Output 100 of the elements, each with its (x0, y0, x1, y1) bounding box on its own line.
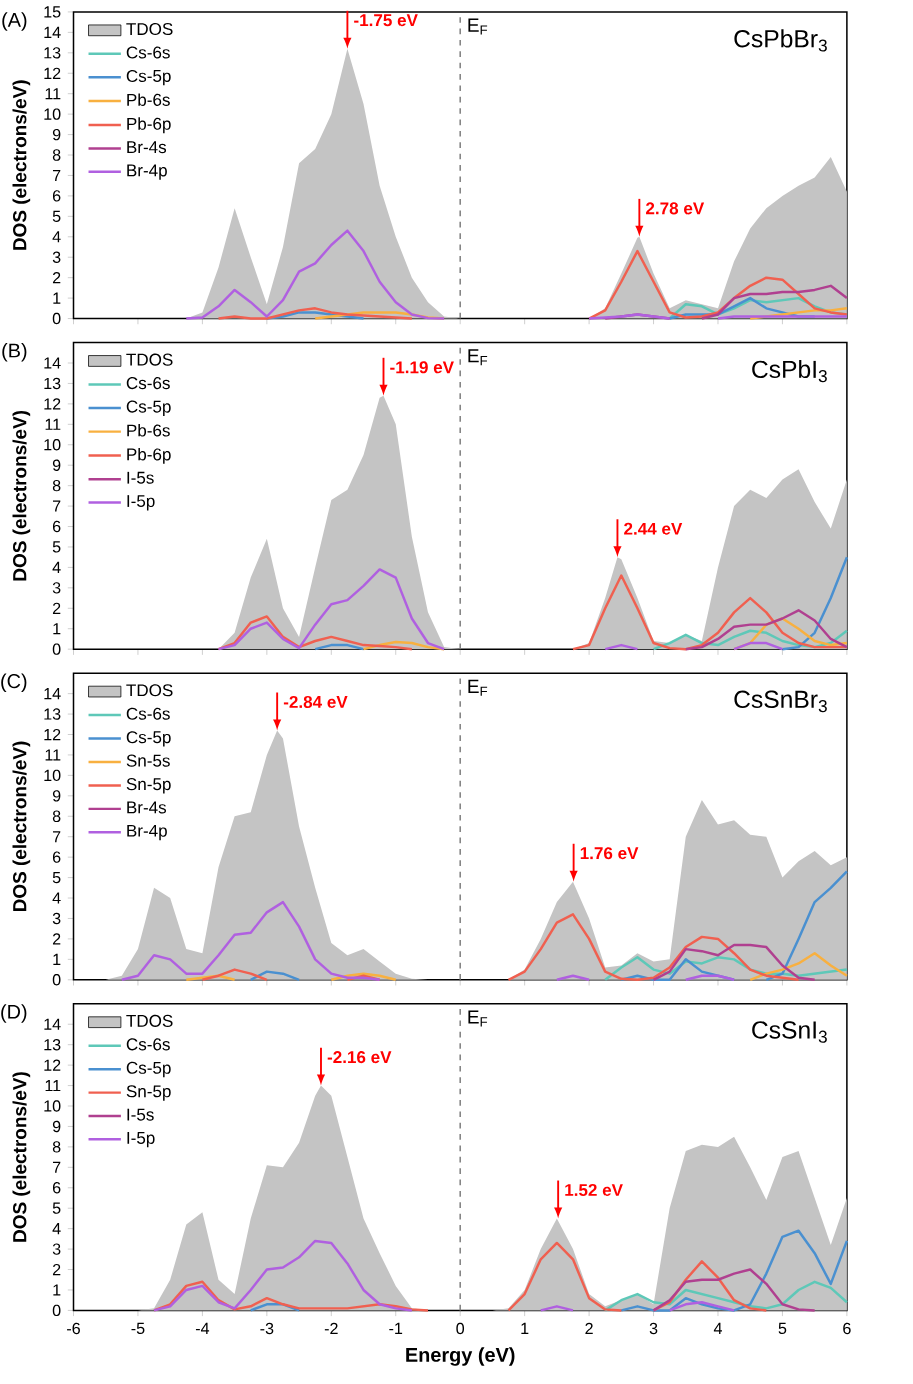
y-tick-label: 7 (53, 1161, 61, 1173)
x-tick-label: 4 (713, 1322, 723, 1334)
annotation: -2.84 eV (283, 695, 348, 709)
y-tick-label: 6 (53, 1182, 61, 1194)
y-tick-label: 8 (52, 810, 61, 822)
legend-label: Cs-5p (126, 1061, 171, 1078)
y-tick-label: 12 (44, 728, 61, 741)
y-tick-label: 9 (52, 459, 61, 471)
y-tick-label: 1 (53, 623, 61, 635)
legend-label: Pb-6p (127, 117, 171, 134)
y-tick-label: 5 (52, 871, 61, 884)
legend-label: TDOS (126, 1014, 173, 1027)
x-tick-label: 1 (521, 1322, 529, 1334)
y-tick-label: 6 (53, 851, 61, 863)
y-tick-label: 13 (44, 1039, 61, 1051)
y-tick-label: 13 (44, 47, 61, 59)
ref-line-label: E$_{F}$ (468, 18, 488, 35)
y-tick-label: 6 (53, 520, 61, 533)
text: CsSnBr$_{3}$ (734, 690, 827, 713)
y-tick-label: 10 (44, 439, 61, 451)
ref-line-label: E$_{F}$ (468, 1010, 488, 1027)
annotation: 1.52 eV (565, 1183, 623, 1197)
y-tick-label: 5 (52, 1202, 61, 1214)
x-tick-label: 0 (456, 1322, 465, 1335)
y-tick-label: 12 (44, 1059, 61, 1071)
x-tick-label: -1 (389, 1322, 403, 1334)
legend-label: Cs-6s (126, 1038, 170, 1051)
text: (A) (2, 12, 27, 31)
x-tick-label: -6 (67, 1322, 80, 1335)
y-tick-label: 13 (44, 708, 61, 720)
y-tick-label: 10 (44, 769, 61, 782)
annotation: -2.16 eV (327, 1051, 392, 1064)
y-tick-label: 2 (52, 602, 61, 614)
y-tick-label: 3 (52, 251, 61, 263)
y-tick-label: 4 (52, 561, 61, 573)
y-axis-title: DOS (electrons/eV) (12, 80, 31, 250)
y-axis-title: DOS (electrons/eV) (12, 1072, 31, 1242)
annotation: 2.44 eV (624, 522, 683, 535)
legend-label: Cs-6s (126, 707, 170, 720)
y-tick-label: 0 (52, 312, 61, 325)
y-tick-label: 5 (52, 210, 61, 222)
y-tick-label: 13 (44, 377, 61, 390)
y-tick-label: 0 (52, 1304, 61, 1317)
x-tick-label: 3 (649, 1322, 658, 1335)
y-tick-label: 2 (52, 272, 61, 284)
y-tick-label: 12 (44, 398, 61, 410)
legend-label: Cs-5p (126, 731, 171, 747)
y-tick-label: 1 (53, 292, 61, 304)
y-tick-label: 4 (52, 1223, 61, 1235)
legend-label: Cs-5p (126, 69, 171, 86)
y-tick-label: 5 (52, 541, 61, 553)
y-tick-label: 14 (44, 26, 61, 38)
x-tick-label: 2 (585, 1322, 593, 1335)
ref-line-label: E$_{F}$ (468, 679, 488, 696)
y-tick-label: 3 (52, 582, 61, 594)
text: (D) (1, 1004, 27, 1023)
y-tick-label: 1 (53, 1284, 61, 1296)
y-tick-label: 7 (53, 831, 61, 843)
x-tick-label: 6 (843, 1322, 851, 1335)
legend-label: Cs-6s (126, 377, 170, 390)
legend-label: Cs-6s (126, 46, 170, 59)
legend-label: TDOS (126, 22, 173, 36)
y-axis-title: DOS (electrons/eV) (12, 741, 31, 912)
y-tick-label: 10 (44, 108, 61, 120)
y-tick-label: 1 (53, 953, 61, 965)
text: CsSnI$_{3}$ (752, 1021, 827, 1043)
y-tick-label: 11 (45, 418, 61, 430)
y-tick-label: 0 (52, 643, 61, 655)
legend-label: Pb-6p (127, 447, 171, 464)
y-tick-label: 3 (52, 1243, 61, 1255)
y-tick-label: 14 (44, 688, 61, 700)
legend-label: I-5s (127, 1108, 154, 1121)
text: CsPbI$_{3}$ (752, 359, 827, 383)
annotation: 1.76 eV (580, 847, 639, 860)
y-tick-label: 11 (45, 88, 61, 100)
legend-label: Br-4p (127, 824, 167, 841)
text: CsPbBr$_{3}$ (734, 29, 827, 52)
text: (C) (1, 673, 27, 693)
x-tick-label: 5 (778, 1322, 787, 1335)
y-tick-label: 8 (52, 1141, 61, 1153)
y-tick-label: 7 (53, 169, 61, 181)
y-tick-label: 6 (53, 190, 61, 202)
legend-label: I-5p (127, 495, 155, 511)
y-tick-label: 11 (45, 1080, 61, 1092)
legend-label: TDOS (126, 353, 173, 366)
legend-label: Pb-6s (127, 424, 170, 437)
legend-label: Sn-5p (126, 1085, 171, 1101)
legend-label: Cs-5p (126, 400, 171, 416)
y-tick-label: 9 (52, 790, 61, 802)
x-tick-label: -2 (324, 1322, 338, 1335)
legend-label: Br-4p (127, 164, 167, 180)
y-tick-label: 0 (52, 974, 61, 986)
legend-label: TDOS (126, 684, 173, 697)
x-axis-title: Energy (eV) (406, 1347, 515, 1366)
y-axis-title: DOS (electrons/eV) (12, 410, 31, 581)
y-tick-label: 9 (52, 1120, 61, 1133)
y-tick-label: 15 (44, 6, 61, 18)
y-tick-label: 2 (52, 933, 61, 945)
y-tick-label: 8 (52, 479, 61, 492)
y-tick-label: 14 (44, 1018, 61, 1030)
